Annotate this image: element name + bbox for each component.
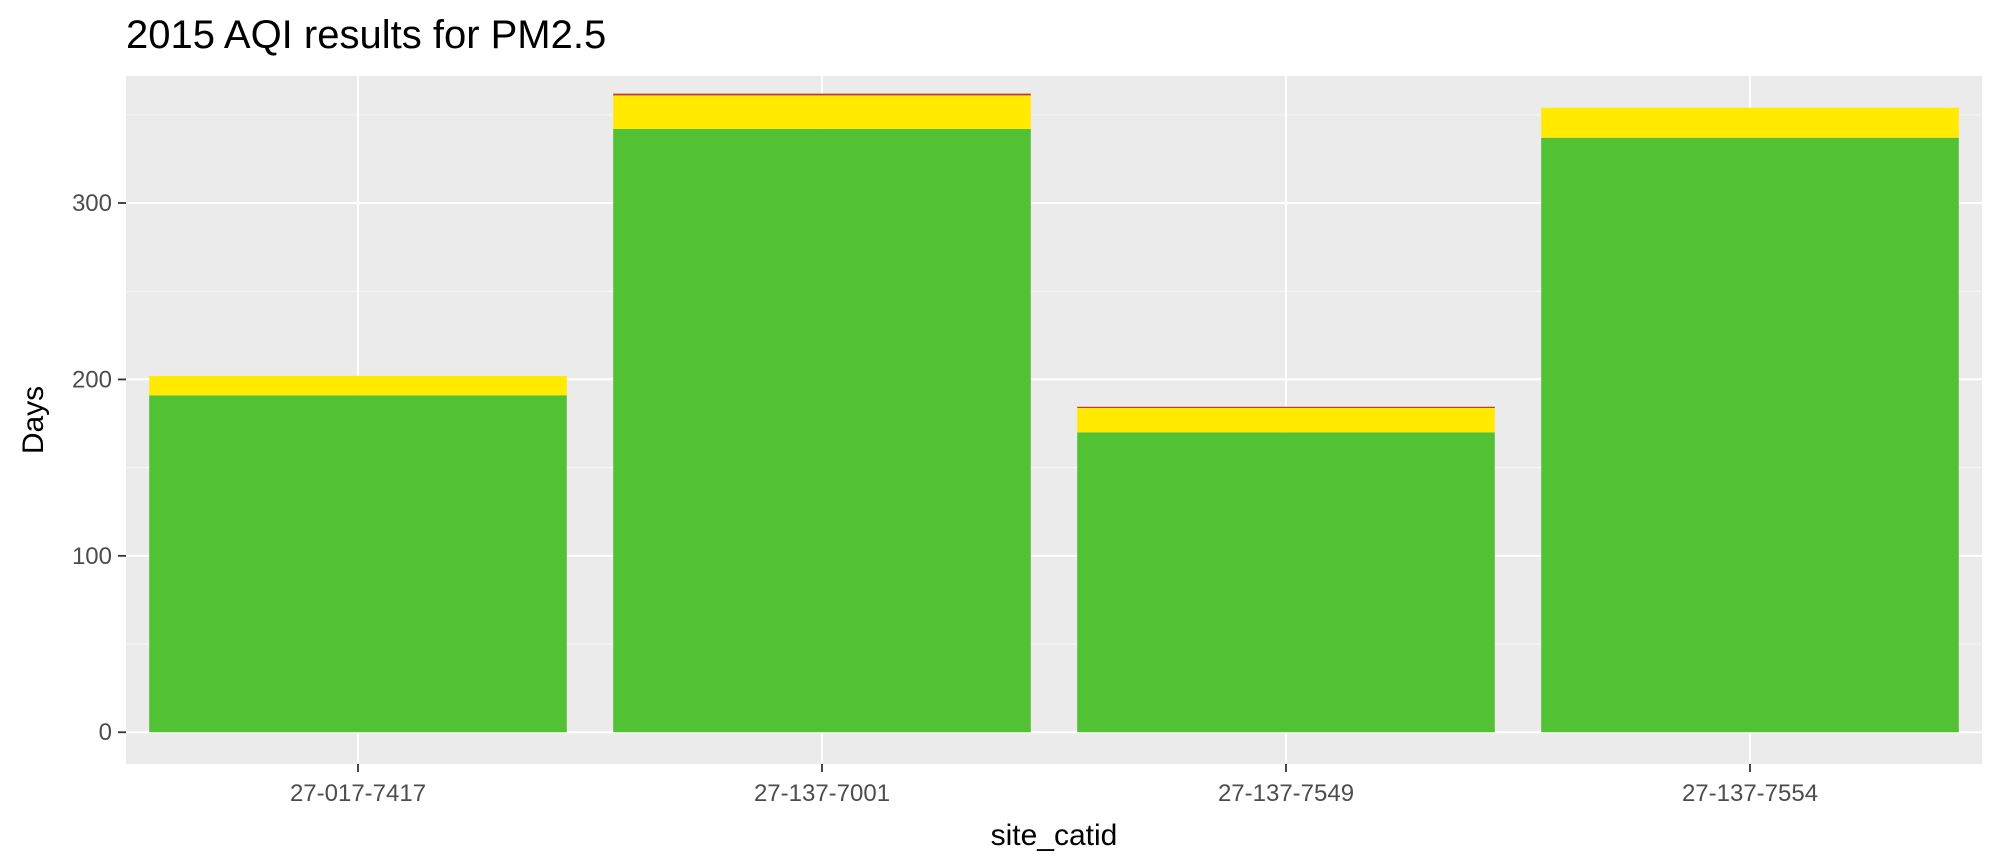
bar-segment (1077, 407, 1495, 433)
chart-title: 2015 AQI results for PM2.5 (126, 13, 606, 57)
bar-segment (1077, 406, 1495, 408)
y-tick-label: 0 (99, 719, 112, 746)
y-tick-label: 300 (72, 190, 112, 217)
bar-segment (149, 395, 567, 733)
bar-segment (1541, 107, 1959, 138)
bars (149, 93, 1959, 733)
bar-segment (613, 93, 1031, 96)
x-tick-label: 27-137-7554 (1682, 780, 1818, 807)
x-tick-label: 27-017-7417 (290, 780, 426, 807)
y-tick-label: 100 (72, 543, 112, 570)
x-axis-title: site_catid (991, 819, 1118, 852)
x-tick-label: 27-137-7549 (1218, 780, 1354, 807)
x-axis: 27-017-7417 27-137-7001 27-137-7549 27-137-… (290, 764, 1818, 807)
x-tick-label: 27-137-7001 (754, 780, 890, 807)
bar-segment (149, 375, 567, 396)
bar-segment (1541, 137, 1959, 733)
bar-segment (613, 95, 1031, 129)
y-axis-title: Days (17, 386, 50, 454)
bar-segment (1077, 432, 1495, 733)
y-axis: 0 100 200 300 (72, 190, 126, 746)
bar-segment (613, 128, 1031, 733)
y-tick-label: 200 (72, 366, 112, 393)
